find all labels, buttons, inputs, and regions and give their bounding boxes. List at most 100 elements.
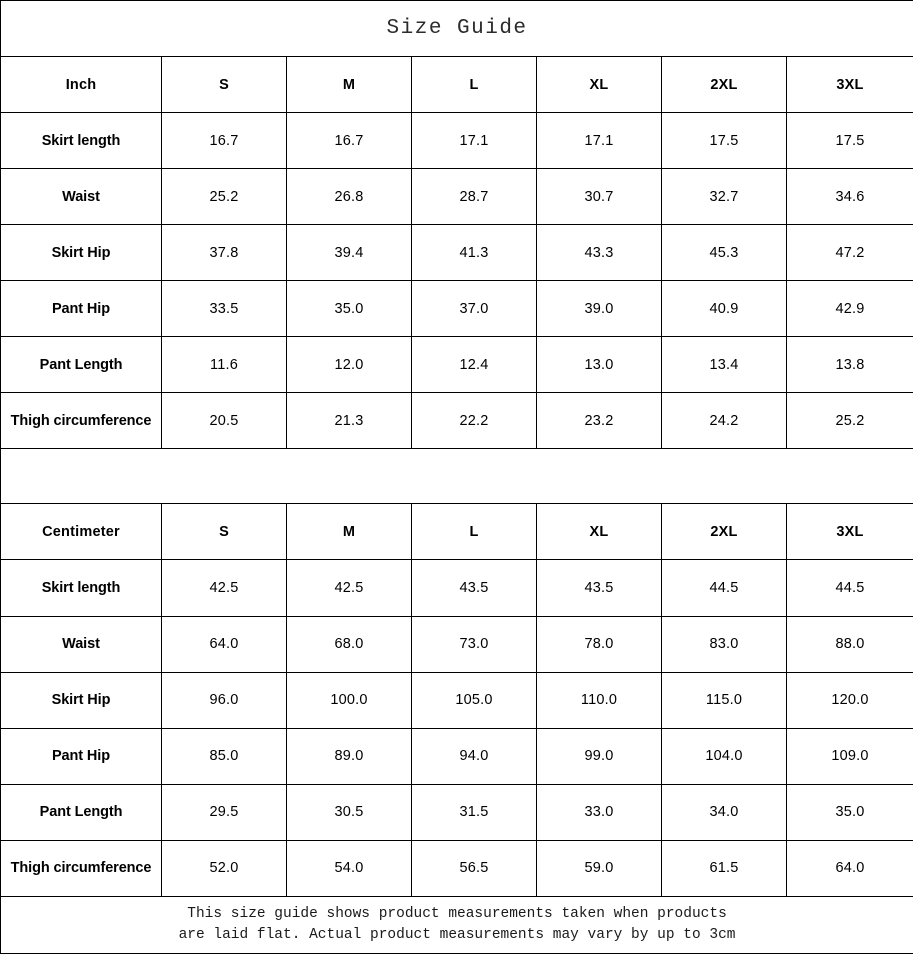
- measurement-label: Pant Length: [39, 804, 123, 821]
- measurement-value: 17.1: [459, 132, 489, 149]
- value-cell: 52.0: [161, 839, 287, 897]
- measurement-label: Thigh circumference: [10, 860, 152, 877]
- measurement-label: Pant Hip: [51, 300, 110, 317]
- measurement-value: 42.9: [835, 300, 865, 317]
- size-header-label: XL: [589, 76, 609, 93]
- row-label-cell: Skirt Hip: [0, 224, 162, 282]
- size-header-label: 2XL: [710, 76, 738, 93]
- measurement-value: 83.0: [709, 636, 739, 653]
- measurement-value: 12.4: [459, 356, 489, 373]
- measurement-value: 73.0: [459, 636, 489, 653]
- value-cell: 30.5: [286, 783, 412, 841]
- inch-size-header-s: S: [161, 56, 287, 114]
- measurement-label: Thigh circumference: [10, 412, 152, 429]
- value-cell: 89.0: [286, 727, 412, 785]
- value-cell: 88.0: [785, 615, 913, 673]
- value-cell: 68.0: [286, 615, 412, 673]
- measurement-value: 16.7: [334, 132, 364, 149]
- measurement-value: 17.5: [835, 132, 865, 149]
- value-cell: 64.0: [785, 839, 913, 897]
- measurement-value: 30.7: [584, 188, 614, 205]
- value-cell: 104.0: [661, 727, 787, 785]
- value-cell: 17.1: [411, 112, 537, 170]
- value-cell: 25.2: [785, 392, 913, 450]
- disclaimer-line-2: are laid flat. Actual product measuremen…: [178, 926, 736, 943]
- table-row: Waist 64.0 68.0 73.0 78.0 83.0 88.0: [0, 615, 913, 673]
- size-header-label: 2XL: [710, 523, 738, 540]
- measurement-value: 37.0: [459, 300, 489, 317]
- measurement-value: 32.7: [709, 188, 739, 205]
- cm-size-header-s: S: [161, 503, 287, 561]
- disclaimer-note: This size guide shows product measuremen…: [1, 904, 913, 946]
- value-cell: 34.6: [785, 168, 913, 226]
- value-cell: 26.8: [286, 168, 412, 226]
- value-cell: 56.5: [411, 839, 537, 897]
- value-cell: 17.1: [536, 112, 662, 170]
- measurement-value: 54.0: [334, 860, 364, 877]
- value-cell: 43.3: [536, 224, 662, 282]
- measurement-value: 43.5: [459, 579, 489, 596]
- row-label-cell: Pant Length: [0, 783, 162, 841]
- measurement-value: 61.5: [709, 860, 739, 877]
- inch-size-header-xl: XL: [536, 56, 662, 114]
- measurement-value: 13.0: [584, 356, 614, 373]
- measurement-value: 39.4: [334, 244, 364, 261]
- page-title: Size Guide: [386, 16, 528, 40]
- inch-size-header-l: L: [411, 56, 537, 114]
- value-cell: 64.0: [161, 615, 287, 673]
- measurement-value: 33.0: [584, 804, 614, 821]
- measurement-value: 115.0: [705, 692, 743, 709]
- value-cell: 43.5: [411, 559, 537, 617]
- measurement-value: 35.0: [334, 300, 364, 317]
- measurement-value: 11.6: [210, 356, 238, 373]
- value-cell: 24.2: [661, 392, 787, 450]
- footer-cell: This size guide shows product measuremen…: [0, 895, 913, 954]
- row-label-cell: Skirt Hip: [0, 671, 162, 729]
- value-cell: 23.2: [536, 392, 662, 450]
- table-row: Pant Length 11.6 12.0 12.4 13.0 13.4 13.…: [0, 336, 913, 394]
- value-cell: 94.0: [411, 727, 537, 785]
- row-label-cell: Thigh circumference: [0, 392, 162, 450]
- value-cell: 61.5: [661, 839, 787, 897]
- measurement-value: 39.0: [584, 300, 614, 317]
- row-label-cell: Waist: [0, 168, 162, 226]
- value-cell: 43.5: [536, 559, 662, 617]
- cm-size-header-m: M: [286, 503, 412, 561]
- value-cell: 16.7: [286, 112, 412, 170]
- measurement-value: 30.5: [334, 804, 364, 821]
- measurement-value: 85.0: [209, 748, 239, 765]
- measurement-value: 104.0: [705, 748, 743, 765]
- measurement-value: 29.5: [209, 804, 239, 821]
- value-cell: 109.0: [785, 727, 913, 785]
- table-spacer-row: [0, 448, 913, 505]
- measurement-value: 40.9: [709, 300, 739, 317]
- measurement-value: 22.2: [459, 412, 489, 429]
- table-row: Skirt length 42.5 42.5 43.5 43.5 44.5 44…: [0, 559, 913, 617]
- value-cell: 105.0: [411, 671, 537, 729]
- inch-size-header-2xl: 2XL: [661, 56, 787, 114]
- value-cell: 33.0: [536, 783, 662, 841]
- table-row: Waist 25.2 26.8 28.7 30.7 32.7 34.6: [0, 168, 913, 226]
- value-cell: 44.5: [661, 559, 787, 617]
- table-row: Pant Hip 33.5 35.0 37.0 39.0 40.9 42.9: [0, 280, 913, 338]
- measurement-value: 42.5: [209, 579, 239, 596]
- value-cell: 110.0: [536, 671, 662, 729]
- measurement-label: Skirt length: [41, 132, 121, 149]
- value-cell: 45.3: [661, 224, 787, 282]
- row-label-cell: Thigh circumference: [0, 839, 162, 897]
- value-cell: 33.5: [161, 280, 287, 338]
- measurement-value: 47.2: [835, 244, 865, 261]
- value-cell: 32.7: [661, 168, 787, 226]
- measurement-label: Pant Hip: [51, 748, 110, 765]
- value-cell: 12.0: [286, 336, 412, 394]
- measurement-value: 59.0: [584, 860, 614, 877]
- value-cell: 42.5: [286, 559, 412, 617]
- measurement-value: 24.2: [709, 412, 739, 429]
- measurement-value: 31.5: [459, 804, 489, 821]
- measurement-value: 94.0: [459, 748, 489, 765]
- size-header-label: 3XL: [836, 76, 864, 93]
- measurement-value: 34.0: [709, 804, 739, 821]
- measurement-value: 43.5: [584, 579, 614, 596]
- size-header-label: L: [469, 523, 479, 540]
